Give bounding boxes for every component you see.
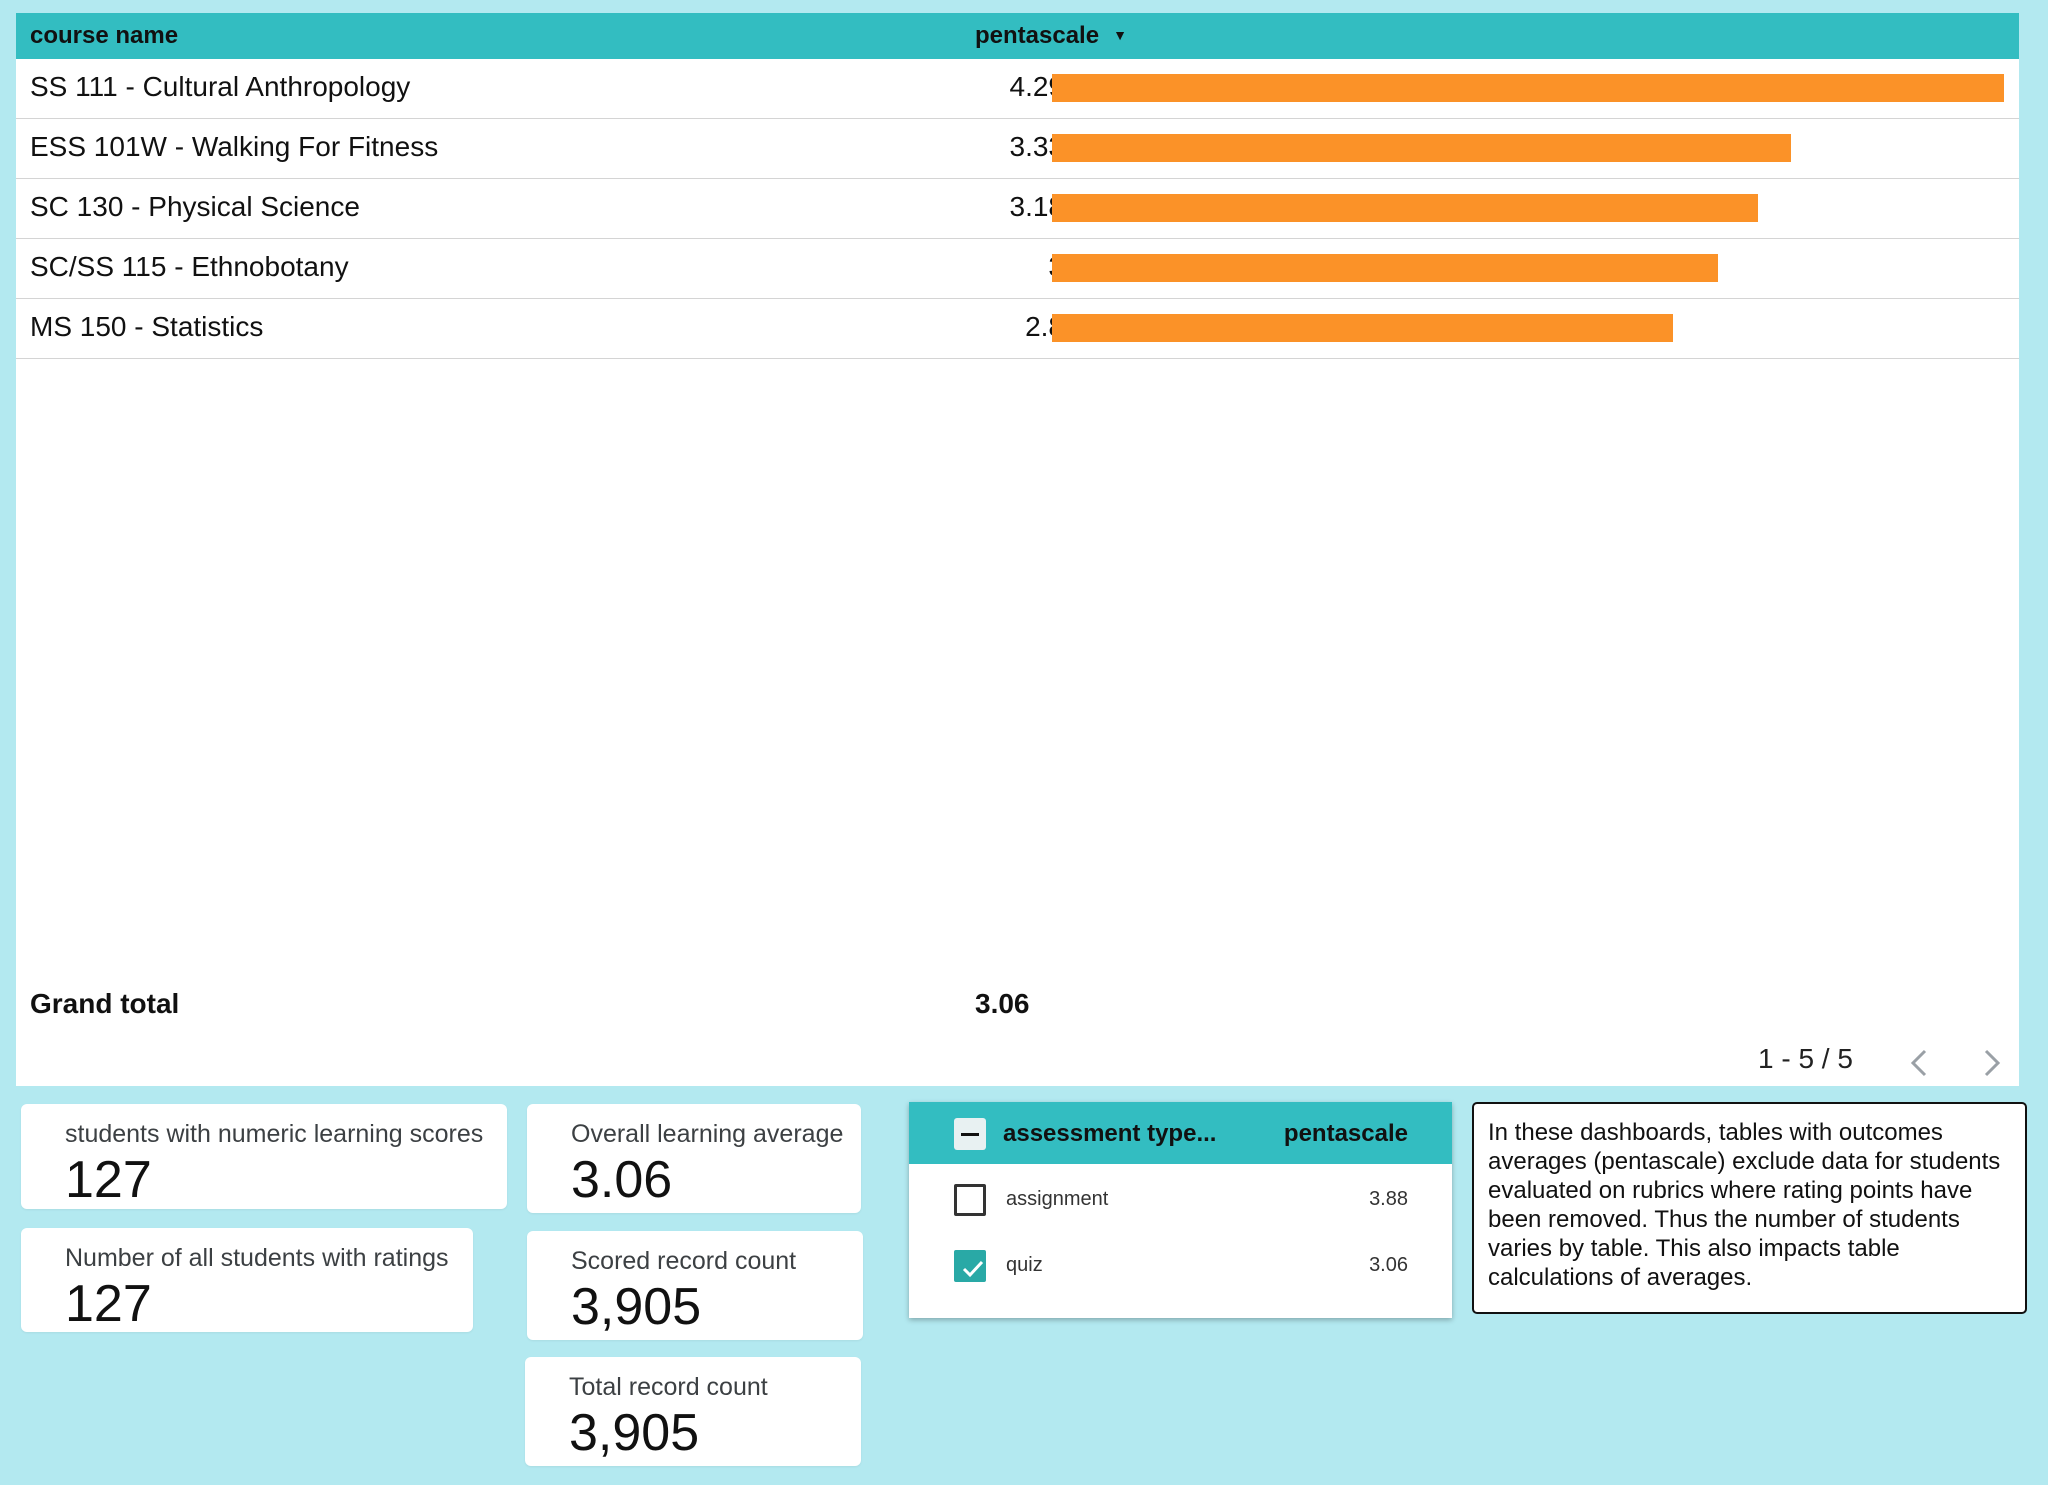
- scorecard-label: Total record count: [569, 1373, 768, 1401]
- table-header: course name pentascale ▼: [16, 13, 2019, 59]
- sort-desc-caret-icon[interactable]: ▼: [1113, 27, 1127, 43]
- filter-header-name: assessment type...: [1003, 1120, 1217, 1147]
- pentascale-bar: [1052, 134, 1791, 162]
- pentascale-bar: [1052, 74, 2004, 102]
- column-header-pentascale-label: pentascale: [975, 22, 1100, 49]
- option-label: assignment: [1006, 1188, 1109, 1210]
- pentascale-bar: [1052, 314, 1673, 342]
- course-table: course name pentascale ▼ SS 111 - Cultura…: [16, 13, 2019, 1086]
- grand-total-label: Grand total: [30, 988, 180, 1019]
- scorecard-students-numeric: students with numeric learning scores 12…: [21, 1104, 507, 1209]
- scorecard-overall-average: Overall learning average 3.06: [527, 1104, 861, 1213]
- scorecard-value: 127: [65, 1275, 152, 1333]
- scorecard-scored-records: Scored record count 3,905: [527, 1231, 863, 1340]
- grand-total-value: 3.06: [975, 988, 1030, 1019]
- option-checkbox[interactable]: [954, 1250, 986, 1282]
- pentascale-bar: [1052, 194, 1758, 222]
- course-name-cell: SC 130 - Physical Science: [30, 191, 360, 222]
- scorecard-value: 3,905: [569, 1404, 700, 1462]
- option-value: 3.88: [1369, 1188, 1408, 1210]
- scorecard-value: 127: [65, 1151, 152, 1209]
- info-note: In these dashboards, tables with outcome…: [1472, 1102, 2027, 1314]
- assessment-type-filter: assessment type... pentascale assignment…: [909, 1102, 1452, 1318]
- filter-header: assessment type... pentascale: [909, 1102, 1452, 1164]
- scorecard-total-records: Total record count 3,905: [525, 1357, 861, 1466]
- table-row[interactable]: MS 150 - Statistics 2.8: [16, 299, 2019, 359]
- option-value: 3.06: [1369, 1254, 1408, 1276]
- column-header-course-name[interactable]: course name: [30, 22, 179, 49]
- filter-option-quiz[interactable]: quiz 3.06: [909, 1238, 1452, 1298]
- pentascale-bar: [1052, 254, 1718, 282]
- scorecard-value: 3.06: [571, 1151, 673, 1209]
- scorecard-label: Overall learning average: [571, 1120, 844, 1148]
- course-name-cell: MS 150 - Statistics: [30, 311, 264, 342]
- chevron-left-icon[interactable]: [1900, 1043, 1940, 1083]
- check-icon: [962, 1260, 984, 1278]
- course-name-cell: SC/SS 115 - Ethnobotany: [30, 251, 349, 282]
- minus-icon[interactable]: [954, 1118, 986, 1150]
- scorecard-value: 3,905: [571, 1278, 702, 1336]
- filter-header-metric: pentascale: [1283, 1120, 1408, 1147]
- table-row[interactable]: ESS 101W - Walking For Fitness 3.33: [16, 119, 2019, 179]
- scorecard-students-all: Number of all students with ratings 127: [21, 1228, 473, 1333]
- scorecard-label: students with numeric learning scores: [65, 1120, 484, 1148]
- chevron-right-icon[interactable]: [1971, 1043, 2011, 1083]
- table-row[interactable]: SC 130 - Physical Science 3.18: [16, 179, 2019, 239]
- pagination-range: 1 - 5 / 5: [1758, 1043, 1853, 1074]
- filter-option-assignment[interactable]: assignment 3.88: [909, 1172, 1452, 1232]
- course-name-cell: SS 111 - Cultural Anthropology: [30, 71, 411, 102]
- option-label: quiz: [1006, 1254, 1043, 1276]
- table-row[interactable]: SS 111 - Cultural Anthropology 4.29: [16, 59, 2019, 119]
- course-name-cell: ESS 101W - Walking For Fitness: [30, 131, 439, 162]
- scorecard-label: Number of all students with ratings: [65, 1244, 449, 1272]
- table-row[interactable]: SC/SS 115 - Ethnobotany 3: [16, 239, 2019, 299]
- option-checkbox[interactable]: [954, 1184, 986, 1216]
- scorecard-label: Scored record count: [571, 1247, 797, 1275]
- column-header-pentascale[interactable]: pentascale ▼: [975, 22, 1127, 50]
